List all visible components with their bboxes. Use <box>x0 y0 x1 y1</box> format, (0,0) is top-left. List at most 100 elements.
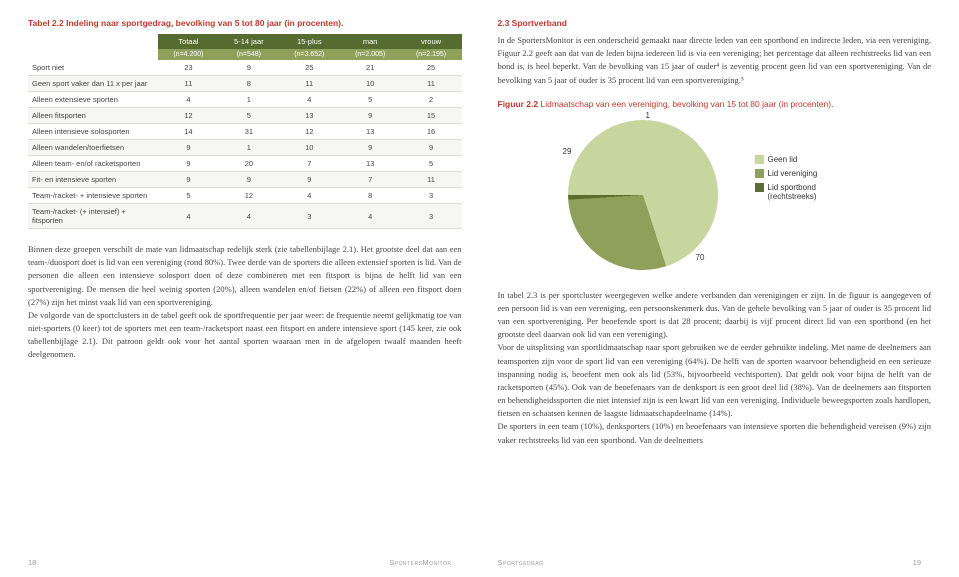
footer-label-left: SportersMonitor <box>389 558 451 567</box>
section-heading: 2.3 Sportverband <box>498 18 932 28</box>
cell-value: 9 <box>279 172 340 188</box>
page-number-right: 19 <box>913 558 921 567</box>
cell-value: 14 <box>158 124 219 140</box>
cell-value: 12 <box>158 108 219 124</box>
cell-value: 4 <box>279 188 340 204</box>
cell-value: 4 <box>158 92 219 108</box>
row-label: Sport niet <box>28 60 158 76</box>
legend-swatch <box>755 183 764 192</box>
figure-number: Figuur 2.2 <box>498 99 539 109</box>
paragraph: Binnen deze groepen verschilt de mate va… <box>28 243 462 309</box>
cell-value: 9 <box>158 140 219 156</box>
cell-value: 25 <box>401 60 462 76</box>
cell-value: 10 <box>340 76 401 92</box>
cell-value: 11 <box>158 76 219 92</box>
figure-caption: Figuur 2.2 Lidmaatschap van een verenigi… <box>498 99 932 109</box>
cell-value: 3 <box>401 204 462 229</box>
cell-value: 5 <box>158 188 219 204</box>
th2-n4: (n=2.005) <box>340 49 401 60</box>
cell-value: 2 <box>401 92 462 108</box>
page-right: 2.3 Sportverband In de SportersMonitor i… <box>480 0 959 577</box>
right-para2: In tabel 2.3 is per sportcluster weergeg… <box>498 289 932 447</box>
cell-value: 9 <box>158 156 219 172</box>
cell-value: 5 <box>401 156 462 172</box>
table-header-row-2: (n=4.200) (n=548) (n=3.652) (n=2.005) (n… <box>28 49 462 60</box>
paragraph: De sporters in een team (10%), denksport… <box>498 420 932 446</box>
legend-swatch <box>755 155 764 164</box>
cell-value: 3 <box>401 188 462 204</box>
pie-graphic <box>568 120 718 270</box>
cell-value: 1 <box>219 92 279 108</box>
legend-label: Geen lid <box>768 155 798 164</box>
row-label: Alleen intensieve solo­sporten <box>28 124 158 140</box>
cell-value: 13 <box>340 124 401 140</box>
page-left: Tabel 2.2 Indeling naar sportgedrag, bev… <box>0 0 480 577</box>
cell-value: 25 <box>279 60 340 76</box>
row-label: Geen sport vaker dan 11 x per jaar <box>28 76 158 92</box>
legend-item: Lid sportbond (rechtstreeks) <box>755 183 858 201</box>
cell-value: 11 <box>401 172 462 188</box>
table-row: Alleen extensieve sporten41452 <box>28 92 462 108</box>
cell-value: 7 <box>279 156 340 172</box>
table-row: Sport niet239252125 <box>28 60 462 76</box>
chart-legend: Geen lid Lid vereniging Lid sportbond (rec… <box>755 155 858 206</box>
th-man: man <box>340 34 401 49</box>
row-label: Alleen wandelen/toer­fietsen <box>28 140 158 156</box>
left-body-text: Binnen deze groepen verschilt de mate va… <box>28 243 462 362</box>
th2-n5: (n=2.195) <box>401 49 462 60</box>
cell-value: 8 <box>219 76 279 92</box>
th2-empty <box>28 49 158 60</box>
cell-value: 9 <box>401 140 462 156</box>
cell-value: 4 <box>279 92 340 108</box>
legend-label: Lid vereniging <box>768 169 818 178</box>
cell-value: 9 <box>219 172 279 188</box>
cell-value: 9 <box>219 60 279 76</box>
cell-value: 9 <box>340 140 401 156</box>
pie-value-label: 29 <box>563 147 572 156</box>
pie-value-label: 1 <box>646 111 650 120</box>
cell-value: 31 <box>219 124 279 140</box>
table-row: Fit- en intensieve sporten999711 <box>28 172 462 188</box>
footer-left: 18 SportersMonitor <box>28 558 452 567</box>
th-totaal: Totaal <box>158 34 219 49</box>
th2-n1: (n=4.200) <box>158 49 219 60</box>
cell-value: 23 <box>158 60 219 76</box>
pie-chart: Geen lid Lid vereniging Lid sportbond (rec… <box>538 115 858 275</box>
footer-label-right: Sportgedrag <box>498 558 544 567</box>
data-table: Totaal 5-14 jaar 15-plus man vrouw (n=4.… <box>28 34 462 229</box>
cell-value: 4 <box>158 204 219 229</box>
row-label: Alleen extensieve sporten <box>28 92 158 108</box>
table-row: Geen sport vaker dan 11 x per jaar118111… <box>28 76 462 92</box>
table-header-row-1: Totaal 5-14 jaar 15-plus man vrouw <box>28 34 462 49</box>
table-row: Team-/racket- + intensieve sporten512483 <box>28 188 462 204</box>
cell-value: 11 <box>401 76 462 92</box>
th-empty <box>28 34 158 49</box>
cell-value: 3 <box>279 204 340 229</box>
table-row: Alleen intensieve solo­sporten1431121316 <box>28 124 462 140</box>
table-row: Alleen fitsporten12513915 <box>28 108 462 124</box>
cell-value: 13 <box>279 108 340 124</box>
page-number-left: 18 <box>28 558 36 567</box>
th-15plus: 15-plus <box>279 34 340 49</box>
cell-value: 12 <box>279 124 340 140</box>
cell-value: 15 <box>401 108 462 124</box>
figure-caption-text: Lidmaatschap van een vereniging, bevolki… <box>538 99 833 109</box>
cell-value: 9 <box>340 108 401 124</box>
paragraph: De volgorde van de sportclusters in de t… <box>28 309 462 362</box>
legend-label: Lid sportbond (rechtstreeks) <box>768 183 858 201</box>
table-caption: Tabel 2.2 Indeling naar sportgedrag, bev… <box>28 18 462 28</box>
cell-value: 4 <box>340 204 401 229</box>
th-vrouw: vrouw <box>401 34 462 49</box>
row-label: Alleen team- en/of racket­sporten <box>28 156 158 172</box>
cell-value: 5 <box>340 92 401 108</box>
table-body: Sport niet239252125Geen sport vaker dan … <box>28 60 462 229</box>
footer-right: Sportgedrag 19 <box>498 558 922 567</box>
cell-value: 7 <box>340 172 401 188</box>
right-para1: In de SportersMonitor is een onderscheid… <box>498 34 932 87</box>
cell-value: 11 <box>279 76 340 92</box>
cell-value: 8 <box>340 188 401 204</box>
cell-value: 1 <box>219 140 279 156</box>
table-row: Alleen team- en/of racket­sporten9207135 <box>28 156 462 172</box>
paragraph: In de SportersMonitor is een onderscheid… <box>498 34 932 87</box>
row-label: Team-/racket- + intensieve sporten <box>28 188 158 204</box>
